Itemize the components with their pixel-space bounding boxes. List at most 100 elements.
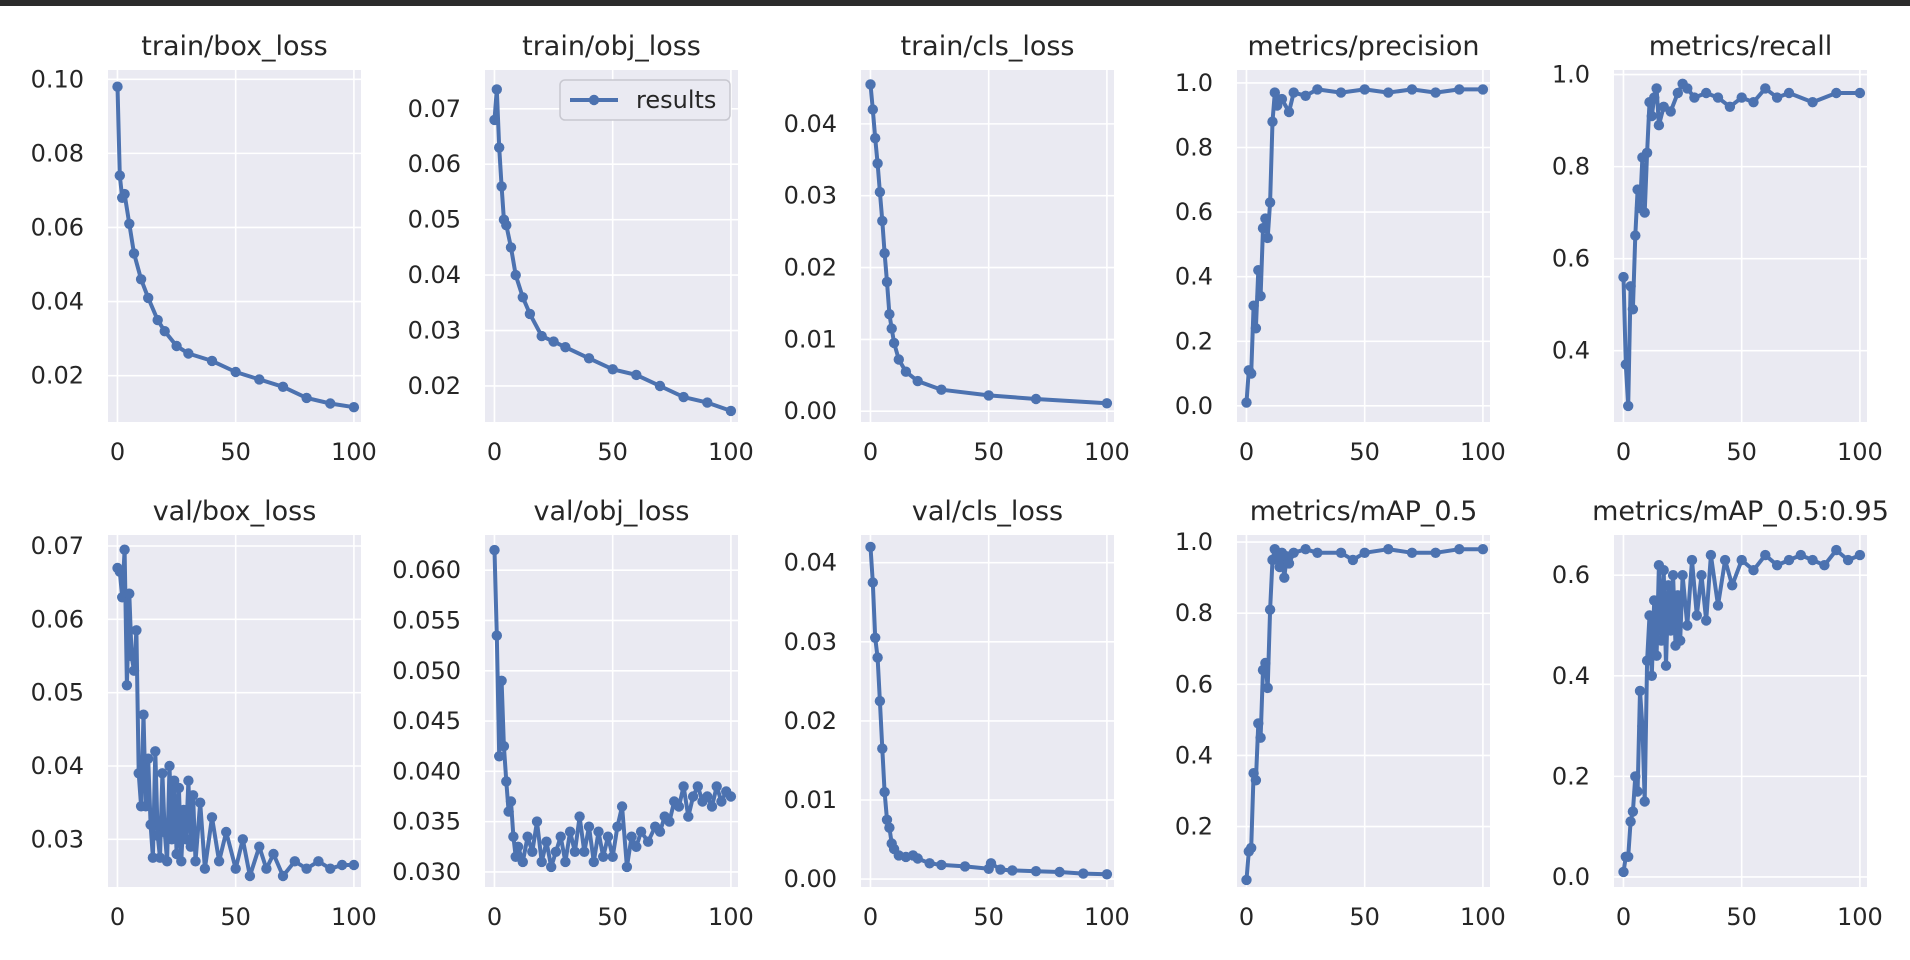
data-point [1712, 600, 1724, 611]
data-point [1667, 570, 1679, 581]
data-point [159, 326, 170, 337]
data-point [1682, 83, 1693, 94]
data-point [725, 791, 737, 802]
y-tick-label: 0.4 [1175, 263, 1213, 291]
x-tick-label: 50 [973, 903, 1004, 931]
subplot-title: train/obj_loss [522, 31, 701, 62]
data-point [268, 848, 279, 860]
x-tick-label: 50 [973, 438, 1004, 466]
data-point [1727, 580, 1738, 591]
data-point [711, 781, 722, 792]
y-tick-label: 0.0 [1175, 392, 1213, 420]
y-tick-label: 0.02 [784, 707, 837, 735]
x-tick-label: 0 [110, 903, 125, 931]
y-tick-label: 0.03 [784, 182, 837, 210]
x-tick-label: 0 [487, 903, 502, 931]
data-point [1686, 554, 1698, 566]
data-point [1663, 580, 1674, 591]
x-tick-label: 0 [863, 903, 878, 931]
y-tick-label: 0.4 [1552, 662, 1590, 690]
data-point [1771, 92, 1783, 103]
data-point [664, 816, 675, 827]
data-point [1430, 547, 1441, 558]
data-point [1783, 554, 1795, 566]
legend-marker [588, 94, 600, 106]
data-point [491, 84, 502, 95]
data-point [336, 859, 348, 871]
data-point [1300, 90, 1311, 102]
data-point [1854, 87, 1866, 99]
plot-area [1237, 70, 1490, 422]
data-point [1241, 397, 1252, 408]
data-point [1677, 570, 1688, 581]
data-point [114, 566, 126, 577]
data-point [190, 856, 201, 867]
data-point [550, 846, 562, 857]
data-point [1347, 554, 1359, 566]
subplot-3: 0 50 100 0.0 0.2 0.4 0.6 0.8 1.0 metrics/precisio… [1175, 31, 1506, 466]
x-tick-label: 50 [1726, 903, 1757, 931]
data-point [1795, 549, 1807, 561]
subplot-0: 0 50 100 0.02 0.04 0.06 0.08 0.10 train/box_loss [31, 31, 377, 466]
plot-area [1614, 535, 1867, 887]
data-point [924, 858, 935, 869]
data-point [1641, 147, 1653, 158]
data-point [496, 181, 507, 192]
data-point [548, 336, 559, 347]
data-point [1454, 544, 1465, 555]
data-point [1250, 323, 1262, 334]
data-point [867, 577, 878, 588]
y-tick-label: 0.6 [1552, 245, 1590, 273]
data-point [131, 625, 142, 636]
data-point [1255, 732, 1266, 743]
data-point [505, 796, 517, 807]
data-point [1627, 304, 1639, 315]
data-point [631, 369, 642, 381]
data-point [888, 337, 900, 349]
data-point [183, 348, 194, 359]
y-tick-label: 0.050 [392, 657, 461, 685]
legend-label: results [636, 86, 716, 114]
data-point [654, 380, 666, 392]
data-point [1250, 775, 1262, 786]
data-point [912, 375, 923, 387]
data-point [870, 632, 881, 643]
data-point [1264, 197, 1276, 208]
data-point [230, 366, 241, 378]
data-point [1078, 868, 1089, 879]
data-point [121, 680, 133, 691]
data-point [152, 314, 163, 326]
data-point [1771, 560, 1783, 571]
y-tick-label: 0.055 [392, 606, 461, 634]
data-point [687, 791, 699, 802]
y-tick-label: 0.030 [392, 858, 461, 886]
x-tick-label: 100 [708, 438, 754, 466]
legend-box [559, 79, 731, 121]
data-point [1283, 558, 1295, 569]
data-point [173, 782, 185, 794]
data-point [1260, 657, 1271, 669]
subplot-8: 0 50 100 0.2 0.4 0.6 0.8 1.0 metrics/mAP_0.5 [1175, 496, 1506, 931]
data-point [1672, 87, 1684, 99]
data-point [1665, 106, 1676, 117]
data-point [692, 781, 703, 792]
y-tick-label: 0.02 [784, 254, 837, 282]
series-line [1621, 548, 1861, 873]
data-point [325, 863, 336, 874]
data-point [874, 186, 886, 198]
data-point [631, 841, 642, 852]
data-point [1383, 87, 1394, 98]
data-point [602, 831, 614, 842]
data-point [621, 861, 633, 873]
data-point [161, 856, 173, 867]
x-tick-label: 100 [1084, 903, 1130, 931]
data-point [230, 863, 241, 874]
series-line [115, 547, 354, 878]
data-point [1283, 106, 1295, 118]
data-point [1264, 604, 1276, 615]
data-point [1300, 544, 1311, 555]
y-tick-label: 0.06 [31, 605, 84, 633]
data-point [301, 863, 312, 874]
data-point [874, 695, 886, 707]
